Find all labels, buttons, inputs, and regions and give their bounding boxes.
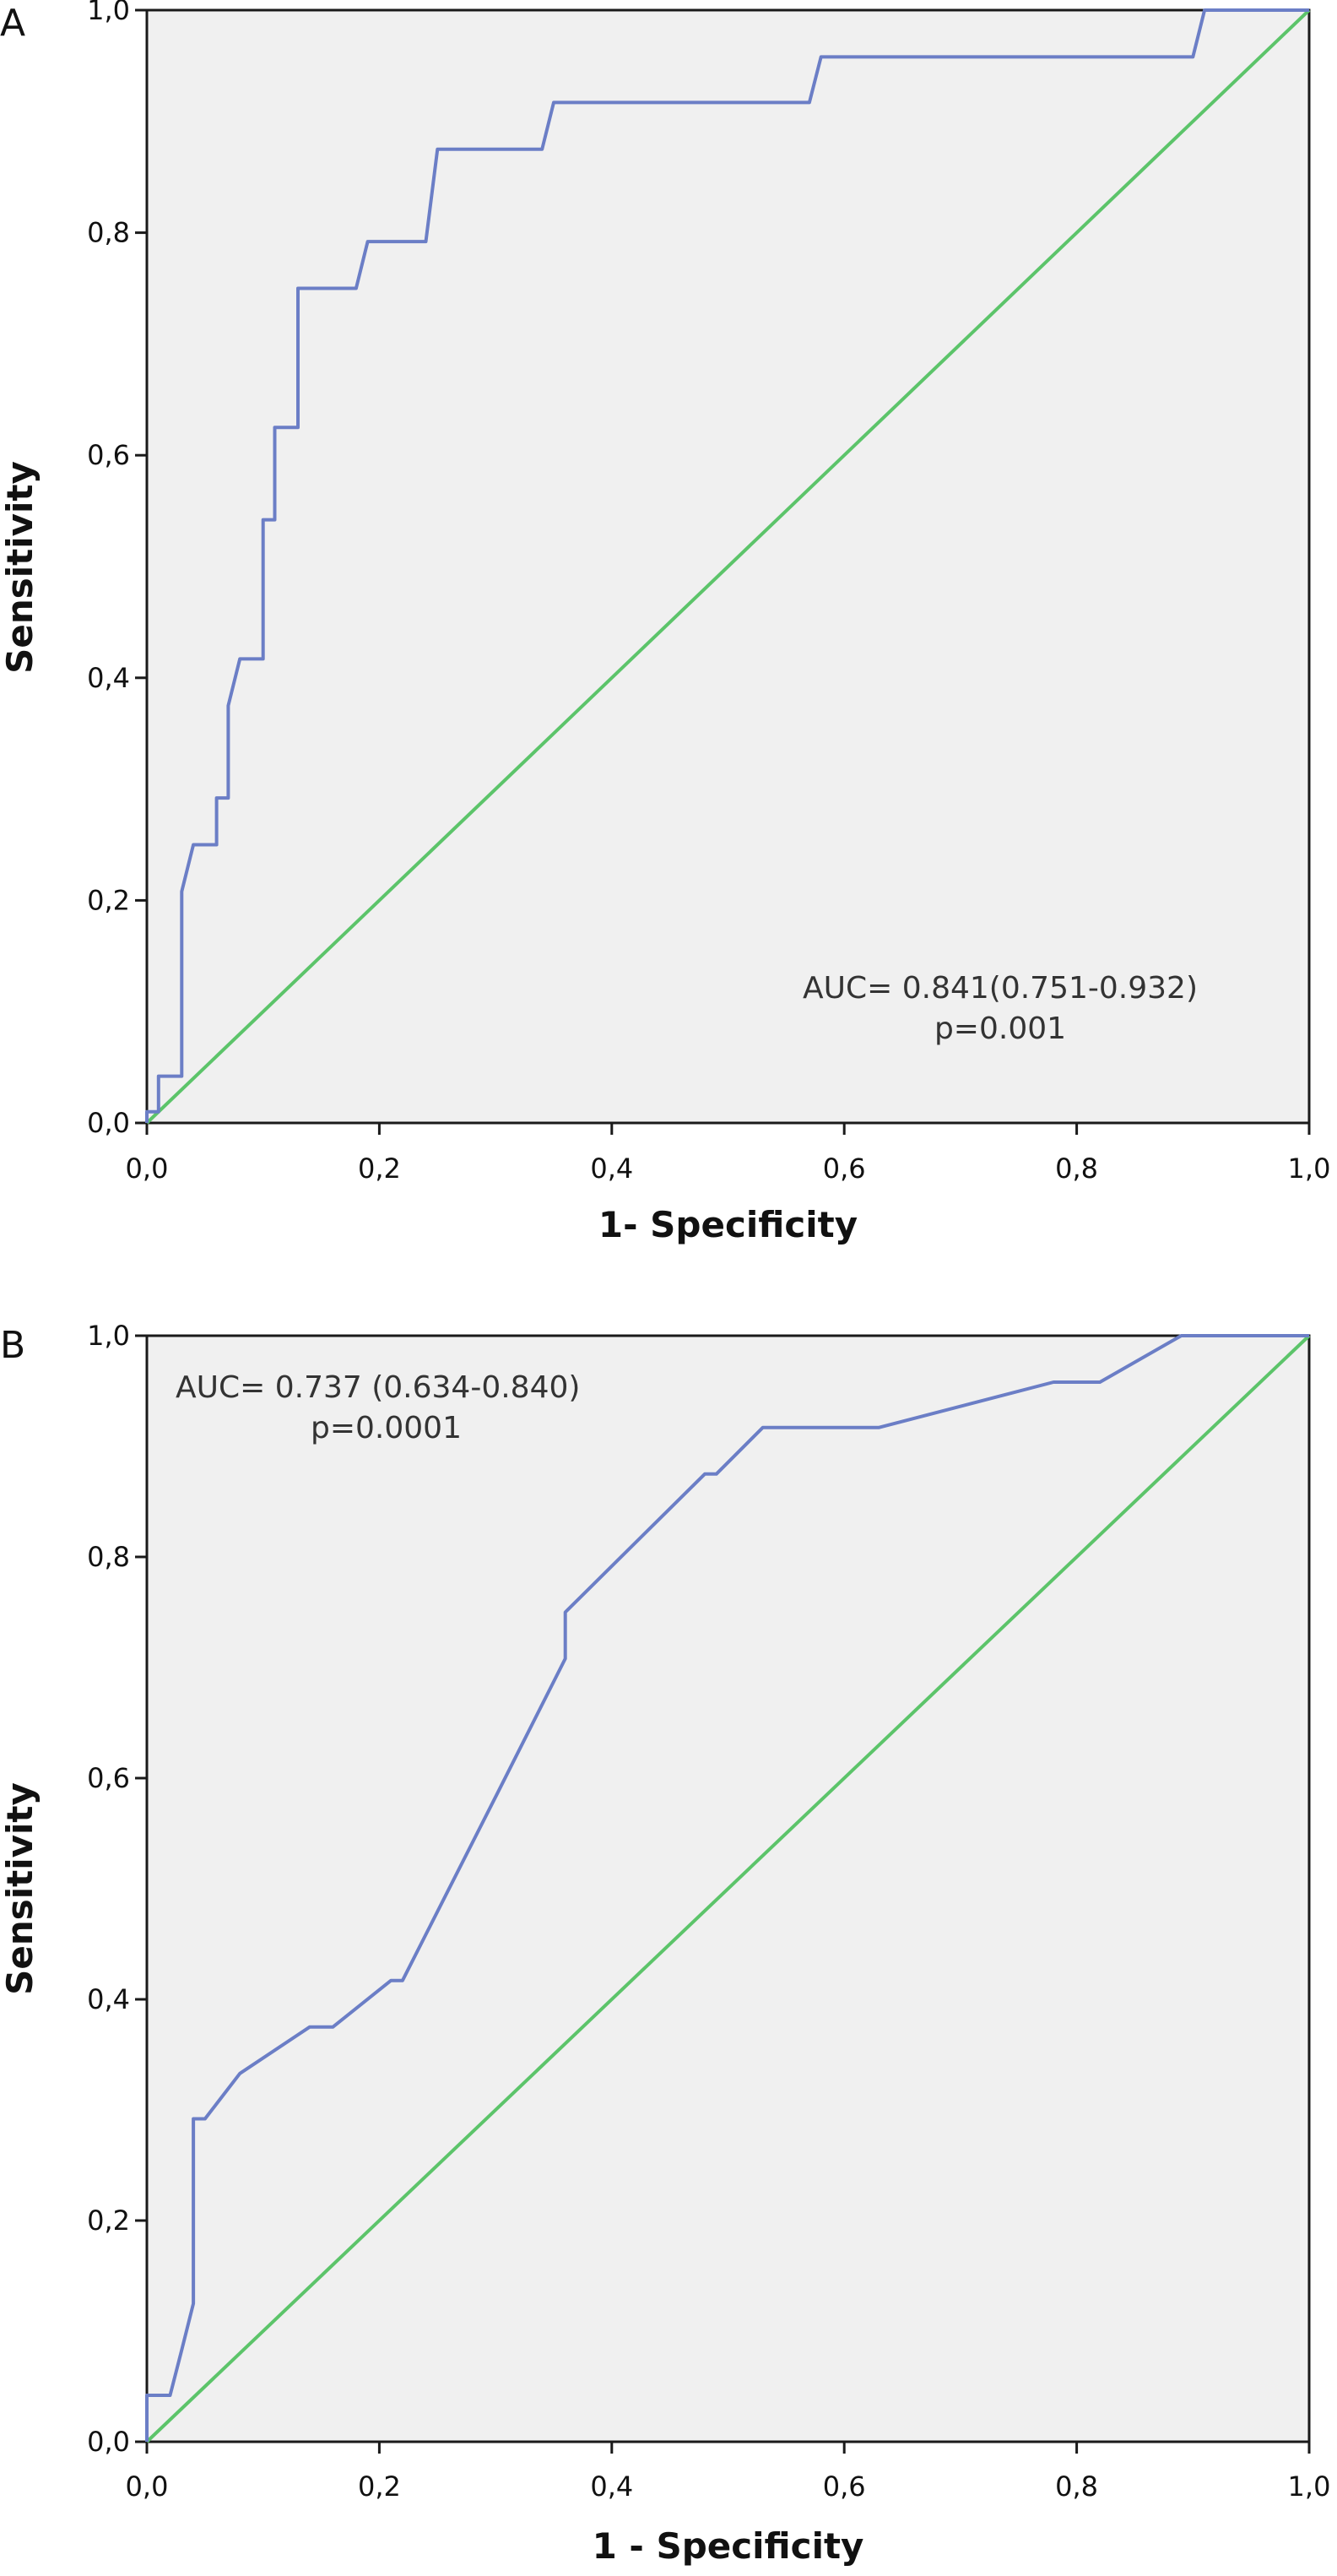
- x-axis-label: 1- Specificity: [598, 1204, 858, 1245]
- x-tick-label: 0,2: [358, 2470, 401, 2503]
- panel-label: A: [0, 2, 25, 45]
- y-tick-label: 0,0: [87, 1107, 130, 1139]
- y-tick-label: 1,0: [87, 1320, 130, 1352]
- y-tick-label: 0,6: [87, 1762, 130, 1794]
- p-value-annotation: p=0.0001: [311, 1411, 462, 1445]
- y-tick-label: 1,0: [87, 0, 130, 26]
- roc-chart-panel-b: B 0,0 0,2 0,4 0,6 0,8 1,0 0,0 0,2 0,4 0,6 0,8 1,0 1 -…: [0, 1266, 1337, 2576]
- x-tick-label: 0,6: [823, 1152, 866, 1185]
- x-tick-label: 1,0: [1288, 1152, 1331, 1185]
- reference-diagonal-line: [145, 1334, 1311, 2443]
- y-tick-label: 0,0: [87, 2426, 130, 2458]
- x-tick-label: 0,6: [823, 2470, 866, 2503]
- x-tick-label: 0,4: [590, 1152, 633, 1185]
- y-tick-label: 0,2: [87, 2205, 130, 2237]
- y-tick-label: 0,4: [87, 1983, 130, 2015]
- y-tick-label: 0,8: [87, 217, 130, 249]
- x-tick-label: 0,0: [126, 2470, 169, 2503]
- reference-diagonal-line: [145, 8, 1311, 1125]
- y-axis-label: Sensitivity: [0, 461, 41, 674]
- auc-annotation: AUC= 0.841(0.751-0.932): [803, 971, 1198, 1006]
- x-tick-label: 0,4: [590, 2470, 633, 2503]
- y-axis-label: Sensitivity: [0, 1782, 41, 1995]
- chart-svg: A 0,0 0,2 0,4 0,6 0,8 1,0 0,0 0,2 0,4 0,6 0,8 1,0 1- …: [0, 0, 1331, 1245]
- p-value-annotation: p=0.001: [934, 1011, 1066, 1046]
- y-tick-label: 0,6: [87, 439, 130, 471]
- y-tick-label: 0,4: [87, 662, 130, 694]
- auc-annotation: AUC= 0.737 (0.634-0.840): [176, 1370, 580, 1405]
- x-tick-label: 1,0: [1288, 2470, 1331, 2503]
- roc-chart-panel-a: A 0,0 0,2 0,4 0,6 0,8 1,0 0,0 0,2 0,4 0,6 0,8 1,0 1- …: [0, 0, 1337, 1266]
- x-axis-label: 1 - Specificity: [593, 2525, 864, 2567]
- x-tick-label: 0,8: [1055, 2470, 1098, 2503]
- x-tick-label: 0,8: [1055, 1152, 1098, 1185]
- y-tick-label: 0,2: [87, 884, 130, 916]
- roc-curve-line: [145, 8, 1309, 1123]
- x-tick-label: 0,0: [126, 1152, 169, 1185]
- chart-svg: B 0,0 0,2 0,4 0,6 0,8 1,0 0,0 0,2 0,4 0,6 0,8 1,0 1 -…: [0, 1320, 1331, 2567]
- y-tick-label: 0,8: [87, 1541, 130, 1573]
- roc-curve-line: [145, 1334, 1309, 2442]
- panel-label: B: [0, 1324, 25, 1367]
- x-tick-label: 0,2: [358, 1152, 401, 1185]
